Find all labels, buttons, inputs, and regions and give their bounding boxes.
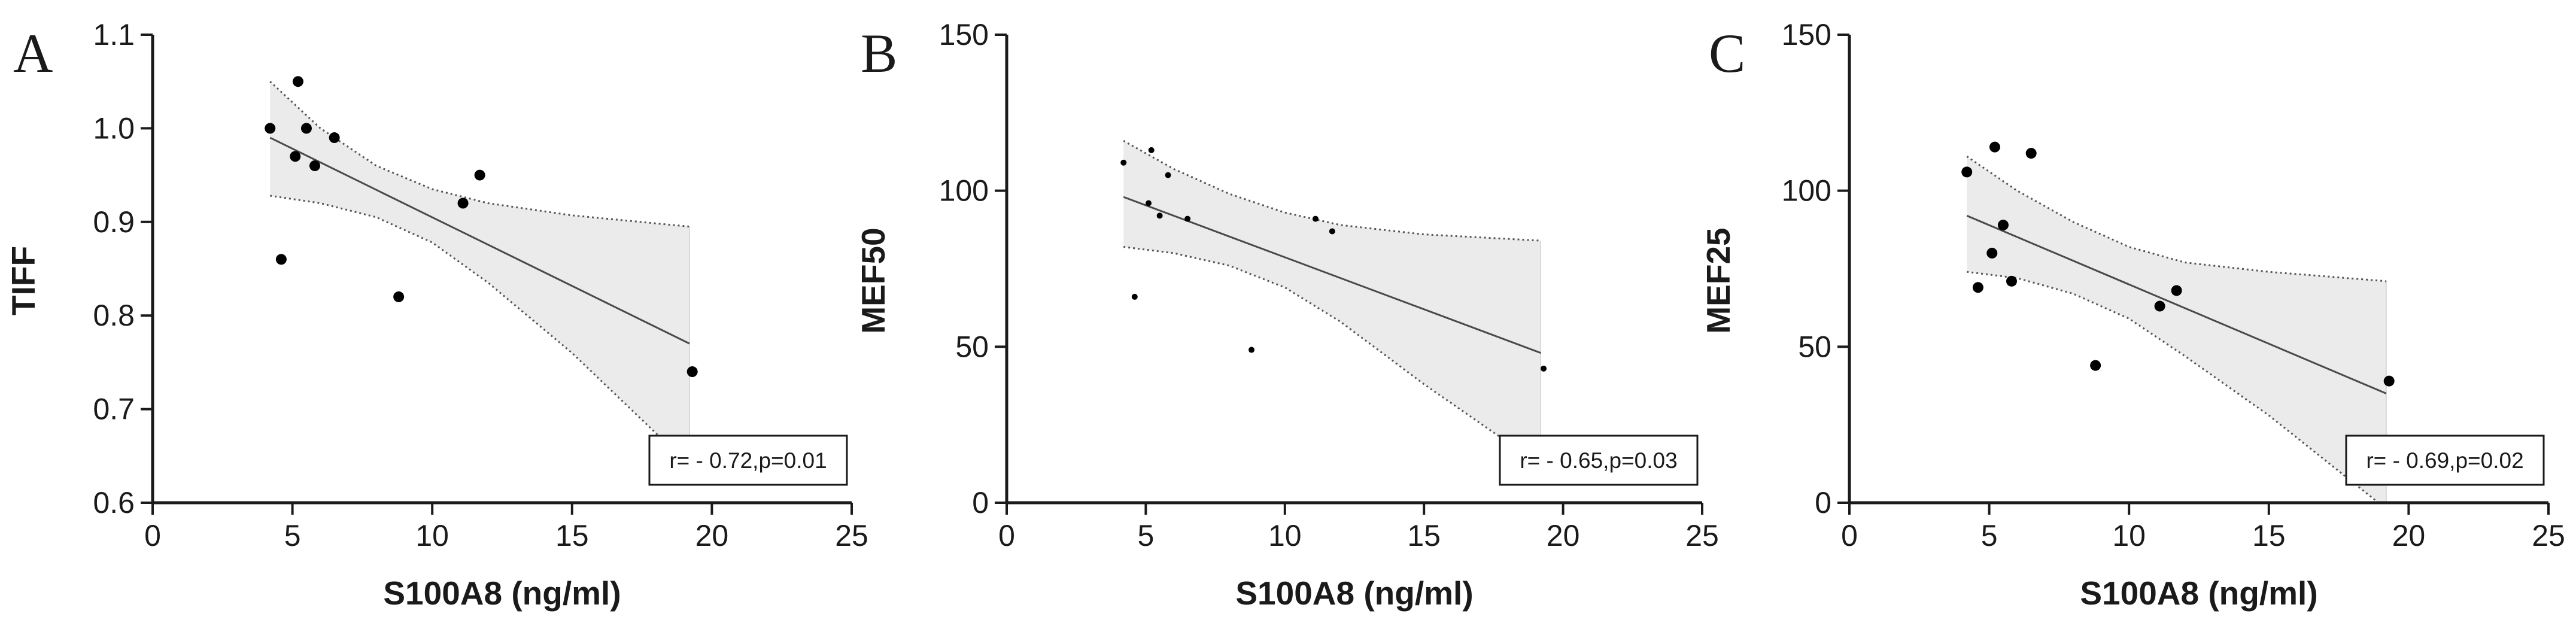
x-tick-label: 25: [2532, 519, 2565, 552]
ci-lower-curve: [1123, 246, 1542, 466]
ci-lower-curve: [1967, 271, 2380, 503]
data-point: [1986, 247, 1998, 259]
x-tick-label: 0: [1841, 519, 1858, 552]
data-point: [290, 151, 301, 162]
x-axis-label: S100A8 (ng/ml): [1235, 575, 1473, 612]
y-tick-label: 50: [955, 330, 989, 363]
data-point: [474, 169, 485, 181]
data-point: [1997, 220, 2009, 231]
stats-annotation-text: r= - 0.65,p=0.03: [1520, 448, 1677, 473]
data-point: [2006, 275, 2017, 287]
panel-b: 0 5 10 15 20 25 0 50 100 150 S100A8 (ng/ml) MEF50 Br…: [855, 18, 1719, 612]
x-tick-label: 5: [1137, 519, 1154, 552]
panel-a: 0 5 10 15 20 25 0.6 0.7 0.8 0.9 1.0 1.1 S100A8 (ng/m…: [5, 18, 868, 612]
data-point: [265, 123, 276, 134]
data-point: [1541, 365, 1547, 372]
data-point: [2171, 285, 2182, 296]
y-tick-label: 0.7: [93, 393, 135, 426]
y-tick-label: 0: [1815, 486, 1831, 519]
data-point: [275, 254, 287, 265]
confidence-band: [1967, 156, 2387, 503]
stats-annotation: r= - 0.72,p=0.01: [648, 435, 848, 486]
confidence-band: [270, 81, 690, 466]
data-point: [1120, 159, 1127, 166]
data-point: [1972, 282, 1983, 293]
confidence-band: [1123, 141, 1541, 466]
y-tick-label: 1.1: [93, 18, 135, 51]
data-point: [309, 160, 320, 171]
data-point: [2154, 300, 2165, 312]
x-tick-label: 5: [1981, 519, 1998, 552]
data-point: [1961, 166, 1973, 178]
panel-letter: A: [13, 23, 53, 84]
data-point: [1165, 172, 1171, 178]
y-tick-label: 0.8: [93, 299, 135, 332]
x-tick-label: 10: [1268, 519, 1302, 552]
data-point: [1989, 141, 2000, 153]
panel-letter: B: [861, 23, 897, 84]
x-tick-label: 20: [695, 519, 729, 552]
data-point: [2383, 375, 2395, 387]
x-tick-label: 10: [415, 519, 449, 552]
stats-annotation: r= - 0.65,p=0.03: [1499, 435, 1699, 486]
data-point: [1148, 147, 1155, 153]
regression-line: [269, 136, 690, 345]
y-axis-label: MEF25: [1700, 227, 1737, 333]
data-point: [686, 366, 698, 378]
x-axis-label: S100A8 (ng/ml): [383, 575, 621, 612]
x-tick-label: 25: [1685, 519, 1719, 552]
x-axis-label: S100A8 (ng/ml): [2080, 575, 2317, 612]
stats-annotation-box: [648, 435, 848, 486]
y-tick-label: 100: [939, 174, 989, 208]
data-point: [1329, 228, 1335, 235]
data-point: [457, 198, 469, 209]
y-tick-label: 50: [1798, 330, 1831, 363]
x-tick-label: 20: [1547, 519, 1580, 552]
regression-line: [1966, 214, 2387, 394]
stats-annotation: r= - 0.69,p=0.02: [2345, 435, 2545, 486]
y-tick-label: 100: [1782, 174, 1831, 208]
data-point: [2025, 148, 2037, 159]
data-point: [1248, 347, 1255, 353]
data-point: [1156, 212, 1163, 219]
data-point: [1184, 215, 1191, 222]
y-tick-label: 1.0: [93, 111, 135, 145]
y-tick-label: 0.6: [93, 486, 135, 519]
stats-annotation-box: [2345, 435, 2545, 486]
y-axis-label: TIFF: [5, 246, 42, 315]
y-axis-label: MEF50: [855, 227, 892, 333]
y-tick-label: 0: [972, 486, 989, 519]
stats-annotation-box: [1499, 435, 1699, 486]
data-point: [1146, 200, 1152, 206]
data-point: [2090, 360, 2101, 371]
data-point: [393, 291, 405, 302]
x-tick-label: 10: [2112, 519, 2146, 552]
x-tick-label: 0: [998, 519, 1015, 552]
x-tick-label: 25: [835, 519, 868, 552]
y-tick-label: 150: [939, 18, 989, 51]
y-tick-label: 150: [1782, 18, 1831, 51]
x-tick-label: 0: [144, 519, 161, 552]
regression-line: [1123, 196, 1541, 354]
x-tick-label: 15: [1407, 519, 1441, 552]
data-point: [329, 132, 340, 144]
data-point: [300, 123, 312, 134]
y-tick-label: 0.9: [93, 205, 135, 239]
x-tick-label: 15: [555, 519, 589, 552]
x-tick-label: 15: [2252, 519, 2286, 552]
data-point: [1312, 215, 1319, 222]
x-tick-label: 5: [284, 519, 301, 552]
panel-letter: C: [1709, 23, 1745, 84]
stats-annotation-text: r= - 0.69,p=0.02: [2366, 448, 2523, 473]
panel-c: 0 5 10 15 20 25 0 50 100 150 S100A8 (ng/ml) MEF25 Cr…: [1700, 18, 2565, 612]
data-point: [292, 76, 303, 87]
x-tick-label: 20: [2392, 519, 2426, 552]
ci-upper-curve: [269, 81, 690, 228]
stats-annotation-text: r= - 0.72,p=0.01: [669, 448, 827, 473]
data-point: [1131, 293, 1138, 300]
